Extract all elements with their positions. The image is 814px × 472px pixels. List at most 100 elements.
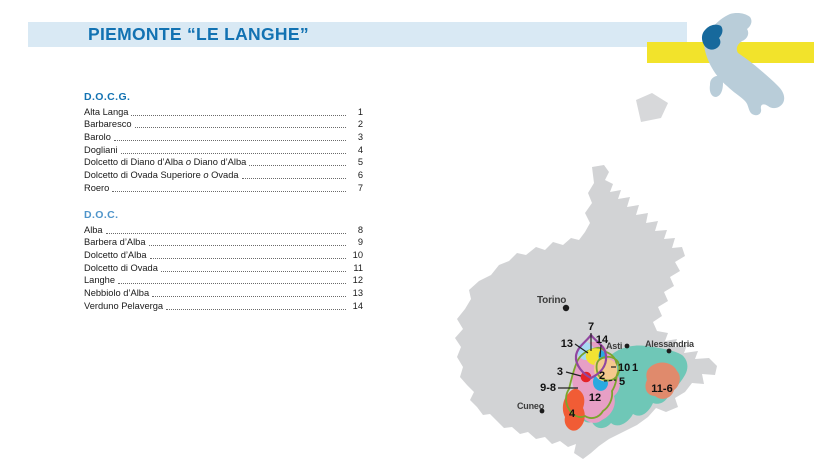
page-title: PIEMONTE “LE LANGHE” [88, 24, 309, 44]
leader-line [599, 344, 602, 358]
docg-item: Dolcetto di Diano d’Alba o Diano d’Alba 5 [84, 156, 363, 169]
doc-item: Nebbiolo d’Alba 13 [84, 286, 363, 299]
dot-leader [148, 245, 346, 247]
city-dot-asti [624, 343, 630, 349]
denomination-name: Langhe [84, 275, 116, 286]
map-label-5: 5 [619, 376, 625, 388]
city-dot-alessandria [666, 348, 672, 354]
map-label-7: 7 [588, 321, 594, 333]
zone-number: 6 [357, 170, 363, 181]
docg-item: Alta Langa 1 [84, 105, 363, 118]
denomination-name: Verduno Pelaverga [84, 300, 164, 311]
outline-7-roero [574, 333, 608, 380]
denomination-name: Barbera d’Alba [84, 237, 146, 248]
denomination-name: Dolcetto di Ovada [84, 262, 158, 273]
denomination-name: Nebbiolo d’Alba [84, 287, 150, 298]
zone-number: 7 [357, 182, 363, 193]
docg-item: Dogliani 4 [84, 143, 363, 156]
doc-item: Alba 8 [84, 223, 363, 236]
map-label-13: 13 [561, 338, 573, 350]
denomination-name: Alba [84, 224, 103, 235]
dot-leader [113, 140, 346, 142]
map-label-14: 14 [596, 334, 609, 346]
city-dot-cuneo [539, 408, 545, 414]
denomination-name: Dogliani [84, 144, 118, 155]
zone-number: 14 [352, 300, 363, 311]
doc-item: Verduno Pelaverga 14 [84, 299, 363, 312]
city-dot-torino [562, 304, 570, 312]
city-label-alessandria: Alessandria [645, 339, 695, 349]
dot-leader [120, 152, 346, 154]
map-label-4: 4 [569, 408, 576, 420]
doc-list: Alba 8 Barbera d’Alba 9 Dolcetto d’Alba 10 Dol… [84, 223, 363, 312]
dot-leader [166, 308, 346, 310]
zone-number: 9 [357, 237, 363, 248]
zone-number-labels: 714 13 39-8 12 2 10 15 11-6 4 [540, 321, 673, 420]
map-label-10: 10 [618, 362, 630, 374]
zone-number: 1 [357, 106, 363, 117]
docg-item: Roero 7 [84, 181, 363, 194]
denomination-name: Roero [84, 182, 110, 193]
map-label-12: 12 [589, 392, 601, 404]
docg-item: Barolo 3 [84, 130, 363, 143]
denomination-name: Dolcetto d’Alba [84, 249, 147, 260]
map-label-1: 1 [632, 362, 638, 374]
zone-number: 10 [352, 249, 363, 260]
zone-4-dogliani [562, 388, 585, 431]
city-labels: Torino Asti Alessandria Cuneo [517, 295, 695, 414]
denomination-name: Dolcetto di Diano d’Alba o Diano d’Alba [84, 157, 247, 168]
denomination-lists: D.O.C.G. Alta Langa 1 Barbaresco 2 Barolo 3 Do… [84, 91, 363, 312]
map-label-2: 2 [599, 370, 605, 382]
zone-number: 2 [357, 119, 363, 130]
city-label-torino: Torino [537, 295, 566, 306]
dot-leader [160, 270, 346, 272]
dot-leader [134, 127, 346, 129]
doc-item: Dolcetto di Ovada 11 [84, 261, 363, 274]
zone-number: 12 [352, 275, 363, 286]
dot-leader [249, 165, 346, 167]
dot-leader [241, 178, 346, 180]
dot-leader [152, 295, 346, 297]
doc-item: Langhe 12 [84, 274, 363, 287]
leader-line [603, 379, 617, 382]
leader-lines [558, 333, 617, 389]
inset-land-fragment [636, 93, 668, 122]
city-label-asti: Asti [606, 341, 622, 351]
dot-leader [149, 257, 346, 259]
leader-line [565, 371, 582, 377]
denomination-name: Alta Langa [84, 106, 129, 117]
docg-heading: D.O.C.G. [84, 91, 131, 103]
denomination-name: Barolo [84, 132, 111, 143]
city-label-cuneo: Cuneo [517, 401, 545, 411]
doc-item: Dolcetto d’Alba 10 [84, 248, 363, 261]
docg-list: Alta Langa 1 Barbaresco 2 Barolo 3 Dogliani 4 Do… [84, 105, 363, 194]
denomination-name: Barbaresco [84, 119, 132, 130]
doc-item: Barbera d’Alba 9 [84, 236, 363, 249]
dot-leader [105, 232, 346, 234]
map-label-9-8: 9-8 [540, 382, 556, 394]
zone-number: 13 [352, 287, 363, 298]
dot-leader [131, 114, 346, 116]
dot-leader [112, 190, 346, 192]
docg-item: Barbaresco 2 [84, 118, 363, 131]
outline-10-dolcetto-alba [595, 355, 621, 382]
docg-item: Dolcetto di Ovada Superiore o Ovada 6 [84, 168, 363, 181]
zone-number: 3 [357, 132, 363, 143]
doc-heading: D.O.C. [84, 208, 119, 221]
map-label-11-6: 11-6 [651, 383, 672, 395]
denomination-name: Dolcetto di Ovada Superiore o Ovada [84, 170, 239, 181]
italy-silhouette [703, 13, 785, 116]
piemonte-highlight [701, 24, 723, 50]
title-band: PIEMONTE “LE LANGHE” [28, 22, 687, 47]
leader-line [574, 343, 589, 354]
zone-11-6-ovada [645, 362, 680, 399]
sardinia-silhouette [709, 75, 723, 97]
dot-leader [118, 283, 346, 285]
zone-number: 5 [357, 157, 363, 168]
map-label-3: 3 [557, 366, 563, 378]
zone-3-barolo [580, 371, 592, 383]
zone-number: 11 [353, 262, 363, 273]
zone-number: 8 [357, 224, 363, 235]
